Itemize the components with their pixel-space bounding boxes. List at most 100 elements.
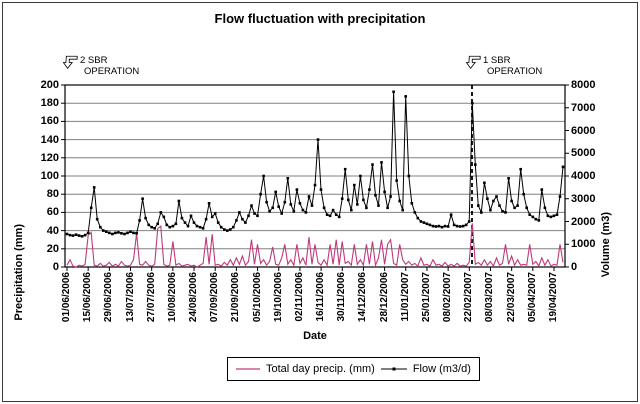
y-tick-label-left: 60 (46, 206, 59, 219)
flow-marker (216, 221, 220, 224)
flow-marker (362, 198, 365, 202)
x-tick-label: 19/04/2007 (548, 272, 559, 323)
flow-marker (77, 234, 81, 237)
flow-marker (507, 177, 510, 180)
flow-marker (371, 163, 374, 166)
flow-marker (129, 230, 132, 233)
callout-down-arrow-icon (466, 55, 481, 70)
flow-marker (138, 219, 141, 222)
flow-marker (431, 224, 435, 228)
flow-marker (65, 232, 69, 236)
flow-marker (186, 224, 190, 228)
legend-precip-line-sample (236, 364, 260, 374)
flow-marker (558, 195, 562, 198)
y-tick-label-left: 0 (52, 261, 59, 273)
legend-precip-label: Total day precip. (mm) (266, 363, 375, 375)
flow-marker (162, 215, 166, 219)
flow-marker (271, 206, 274, 210)
chart-title: Flow fluctuation with precipitation (214, 11, 426, 26)
y-tick-label-right: 4000 (571, 170, 596, 182)
flow-marker (262, 174, 265, 178)
x-tick-label: 07/09/2006 (209, 272, 221, 323)
flow-marker (350, 208, 353, 212)
flow-marker (292, 210, 296, 213)
x-tick-label: 01/06/2006 (61, 272, 72, 323)
flow-marker (455, 224, 459, 228)
flow-marker (111, 232, 114, 236)
flow-marker (540, 188, 544, 191)
legend: Total day precip. (mm) Flow (m3/d) (227, 357, 480, 381)
flow-marker (289, 203, 293, 206)
precip-line (66, 223, 564, 268)
flow-marker (126, 231, 129, 235)
flow-marker (298, 202, 302, 205)
flow-marker (419, 220, 423, 223)
legend-flow-marker (392, 367, 396, 371)
flow-marker (331, 208, 335, 212)
flow-marker (232, 225, 235, 229)
x-tick-label: 10/08/2006 (166, 272, 178, 323)
flow-marker (213, 212, 217, 215)
flow-marker (359, 174, 362, 178)
flow-marker (471, 101, 474, 105)
flow-marker (407, 174, 411, 178)
flow-marker (386, 206, 389, 210)
callout-down-arrow-icon (63, 55, 78, 70)
x-tick-label: 05/04/2007 (526, 272, 538, 323)
flow-marker (71, 234, 75, 237)
flow-marker (522, 192, 525, 196)
x-tick-label: 22/03/2007 (505, 272, 517, 323)
flow-marker (156, 222, 159, 226)
flow-marker (86, 231, 90, 235)
flow-marker (467, 220, 471, 223)
flow-marker (238, 211, 241, 214)
flow-marker (180, 216, 184, 220)
flow-marker (108, 231, 111, 235)
flow-marker (486, 197, 489, 200)
flow-marker (325, 213, 329, 216)
annotation-line2: OPERATION (84, 66, 140, 78)
flow-marker (340, 197, 344, 200)
flow-marker (322, 206, 326, 210)
flow-marker (68, 233, 72, 237)
flow-marker (531, 215, 535, 219)
flow-marker (495, 195, 498, 198)
y-tick-label-left: 160 (40, 115, 59, 128)
flow-marker (105, 230, 108, 233)
flow-marker (241, 217, 244, 221)
flow-marker (513, 206, 516, 210)
flow-marker (377, 204, 380, 207)
flow-marker (313, 183, 317, 187)
flow-marker (501, 210, 504, 213)
flow-marker (120, 232, 123, 235)
flow-marker (343, 167, 347, 171)
flow-marker (189, 214, 193, 218)
flow-marker (150, 225, 153, 229)
flow-marker (183, 221, 187, 224)
x-axis-title: Date (303, 330, 327, 342)
flow-marker (256, 214, 259, 218)
flow-marker (510, 199, 513, 203)
flow-marker (398, 199, 401, 203)
flow-marker (464, 223, 468, 227)
x-tick-label: 14/12/2006 (357, 272, 369, 323)
flow-marker (443, 224, 447, 228)
flow-marker (525, 206, 528, 210)
flow-marker (277, 205, 280, 208)
flow-marker (392, 90, 395, 94)
flow-marker (334, 213, 338, 216)
flow-marker (198, 225, 202, 229)
flow-marker (555, 213, 559, 216)
flow-marker (310, 204, 314, 207)
flow-marker (440, 225, 444, 229)
y-tick-label-left: 40 (46, 224, 59, 237)
flow-marker (219, 225, 223, 229)
x-tick-label: 08/02/2007 (442, 272, 454, 323)
flow-marker (283, 200, 287, 204)
x-tick-label: 25/01/2007 (420, 272, 432, 323)
x-tick-label: 08/03/2007 (484, 272, 496, 323)
flow-marker (416, 216, 420, 220)
y-tick-label-right: 0 (571, 261, 578, 273)
